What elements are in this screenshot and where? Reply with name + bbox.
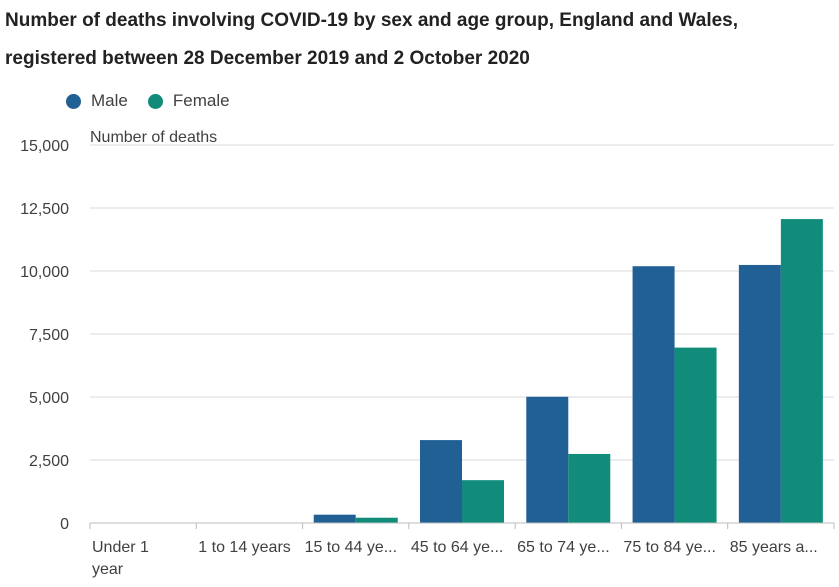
x-tick-label: 65 to 74 ye... (517, 539, 610, 556)
legend-swatch-female (147, 93, 163, 109)
x-tick-label: 15 to 44 ye... (305, 539, 398, 556)
x-tick-label: Under 1 year (92, 539, 149, 578)
chart-legend: Male Female (66, 91, 250, 111)
x-tick-label: 85 years a... (730, 539, 818, 556)
legend-label-male: Male (91, 91, 128, 110)
y-tick-label: 0 (60, 516, 69, 533)
bar-female[interactable] (674, 347, 717, 523)
x-axis-ticks: Under 1 year 1 to 14 years 15 to 44 ye... 45… (89, 523, 835, 578)
legend-item-female[interactable]: Female (147, 91, 230, 111)
y-tick-label: 15,000 (20, 138, 69, 155)
legend-item-male[interactable]: Male (66, 91, 128, 111)
legend-label-female: Female (172, 91, 230, 110)
bar-male[interactable] (526, 396, 569, 523)
chart-title: Number of deaths involving COVID-19 by s… (5, 10, 739, 69)
legend-swatch-male (66, 93, 81, 109)
bar-male[interactable] (632, 266, 675, 523)
y-tick-label: 12,500 (20, 201, 69, 218)
y-tick-label: 5,000 (29, 390, 69, 407)
y-tick-label: 7,500 (29, 327, 69, 344)
bar-female[interactable] (355, 517, 398, 523)
bar-male[interactable] (738, 264, 781, 523)
bar-female[interactable] (462, 480, 504, 523)
bar-male[interactable] (313, 514, 356, 523)
y-tick-label: 2,500 (29, 453, 69, 470)
x-tick-label: 45 to 64 ye... (411, 539, 504, 556)
y-tick-label: 10,000 (20, 264, 69, 281)
x-tick-label: 75 to 84 ye... (623, 539, 716, 556)
grid-lines (90, 144, 834, 461)
x-tick-label: 1 to 14 years (198, 539, 290, 556)
bar-female[interactable] (780, 219, 823, 523)
bars (101, 219, 823, 523)
y-axis-ticks: 0 2,500 5,000 7,500 10,000 12,500 15,000 (20, 138, 69, 533)
y-axis-title: Number of deaths (90, 129, 217, 146)
bar-male[interactable] (420, 440, 462, 523)
bar-female[interactable] (568, 453, 611, 523)
